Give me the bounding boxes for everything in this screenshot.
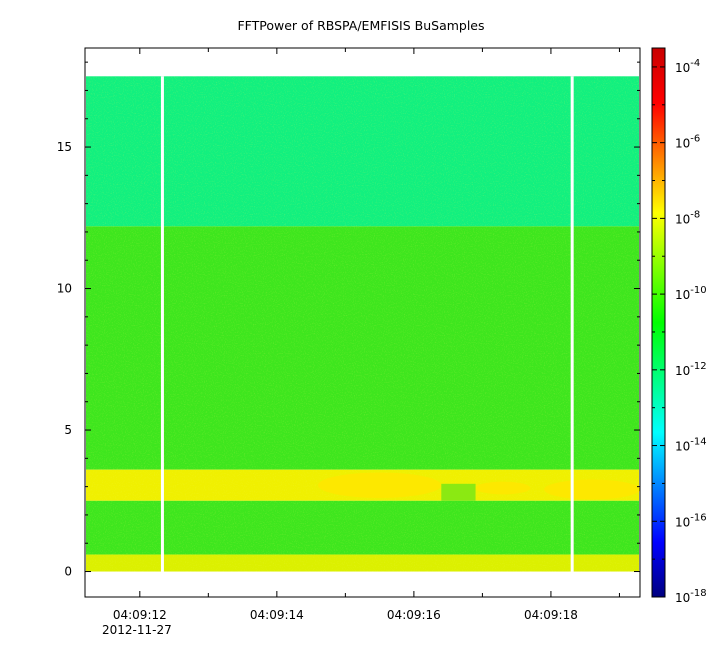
x-tick-label: 04:09:16 [387, 608, 441, 622]
colorbar-tick-label: 10-10 [675, 285, 707, 302]
colorbar-tick-label: 10-14 [675, 437, 707, 454]
colorbar-tick-label: 10-8 [675, 209, 700, 226]
x-axis-date-label: 2012-11-27 [102, 623, 172, 637]
wave-feature-2 [475, 481, 531, 495]
x-tick-label: 04:09:18 [524, 608, 578, 622]
plot-area [84, 47, 641, 598]
colorbar-tick-label: 10-18 [675, 588, 707, 605]
colorbar-gradient [651, 47, 666, 598]
colorbar-tick-label: 10-6 [675, 134, 700, 151]
wave-gap [441, 483, 476, 501]
plot-border [84, 47, 641, 598]
band-bottom-texture [86, 554, 639, 572]
x-tick-label: 04:09:12 [113, 608, 167, 622]
y-tick-label: 0 [64, 565, 72, 579]
colorbar-tick-label: 10-4 [675, 58, 700, 75]
wave-feature-3 [544, 479, 640, 500]
chart-title: FFTPower of RBSPA/EMFISIS BuSamples [237, 18, 484, 33]
y-tick-label: 5 [64, 423, 72, 437]
colorbar-tick-label: 10-16 [675, 512, 707, 529]
band-middle-texture [86, 226, 639, 470]
x-tick-label: 04:09:14 [250, 608, 304, 622]
x-axis: 04:09:12 04:09:14 04:09:16 04:09:18 [113, 48, 620, 622]
colorbar: 10-18 10-16 10-14 10-12 10-10 10-8 10-6 10-4 [651, 47, 707, 605]
band-lower-texture [86, 500, 639, 555]
y-tick-label: 10 [57, 282, 72, 296]
band-upper-texture [86, 76, 639, 227]
data-gap-1 [160, 76, 164, 572]
wave-feature-1 [317, 472, 442, 498]
colorbar-tick-label: 10-12 [675, 361, 707, 378]
y-tick-label: 15 [57, 140, 72, 154]
data-gap-2 [570, 76, 574, 572]
y-axis: 0 5 10 15 [57, 61, 640, 579]
